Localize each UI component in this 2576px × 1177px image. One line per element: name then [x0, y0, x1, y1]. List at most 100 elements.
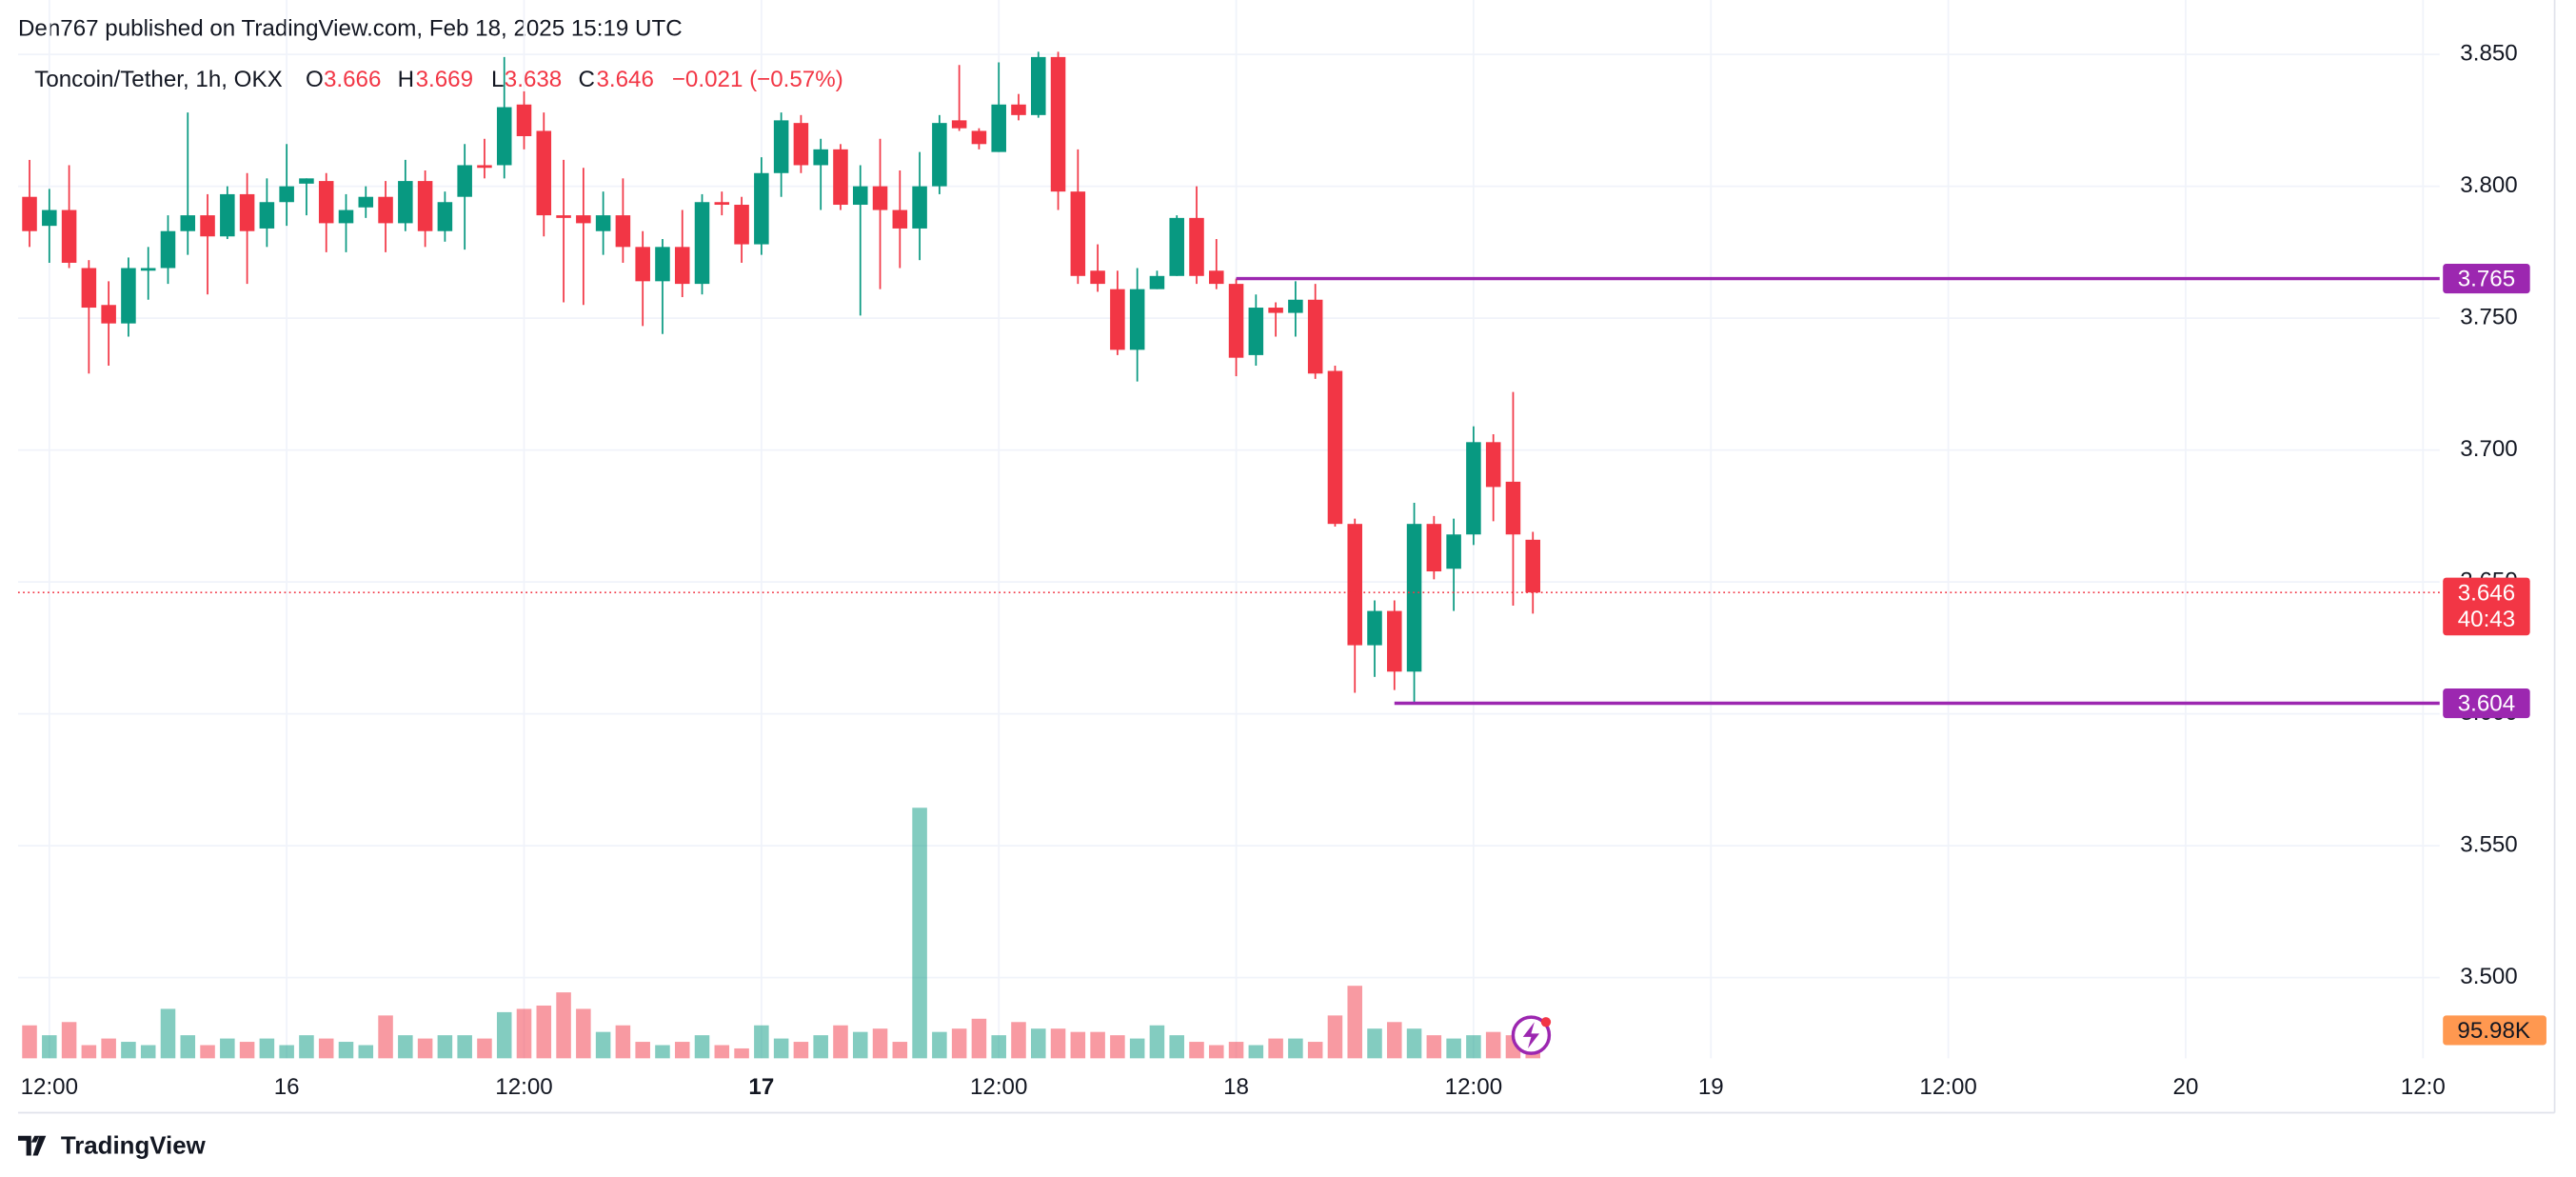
candle-body — [1169, 217, 1184, 276]
candle-body — [1209, 270, 1224, 285]
volume-bar — [991, 1035, 1006, 1059]
watermark-icon — [1511, 1015, 1552, 1055]
candle-body — [694, 202, 710, 285]
volume-label: 95.98K — [2457, 1018, 2530, 1044]
x-tick-label: 19 — [1698, 1074, 1724, 1100]
candle-body — [477, 165, 492, 169]
candle-body — [200, 215, 215, 237]
volume-bar — [536, 1005, 552, 1059]
legend-key: H — [398, 67, 414, 92]
x-tick-label: 12:00 — [21, 1074, 78, 1100]
volume-bar — [1406, 1028, 1422, 1059]
candle-body — [912, 186, 927, 229]
volume-bar — [773, 1038, 789, 1059]
candle-body — [259, 202, 275, 229]
candle-body — [852, 186, 868, 206]
candle-body — [437, 202, 453, 231]
candle-layer — [22, 51, 1541, 704]
label-layer: 12:00 16 12:00 17 12:00 18 12:00 19 12:00 20 12:0 3… — [21, 40, 2546, 1100]
volume-bar — [457, 1035, 472, 1059]
legend-key: C — [578, 67, 594, 92]
legend-change: −0.021 (−0.57%) — [672, 67, 843, 92]
x-tick-label: 12:00 — [970, 1074, 1027, 1100]
volume-bar — [279, 1045, 294, 1059]
candle-body — [1070, 191, 1086, 276]
candle-body — [1446, 534, 1461, 569]
candle-body — [576, 215, 591, 224]
candle-body — [180, 215, 196, 231]
volume-bar — [754, 1025, 769, 1059]
candle-body — [1189, 217, 1204, 276]
volume-bar — [299, 1035, 314, 1059]
y-tick-label: 3.750 — [2460, 304, 2517, 329]
volume-bar — [1169, 1035, 1184, 1059]
volume-bar — [1189, 1042, 1204, 1059]
candle-body — [160, 230, 176, 269]
volume-bar — [1070, 1031, 1086, 1059]
volume-bar — [1011, 1022, 1026, 1059]
candle-body — [1406, 524, 1422, 672]
candle-body — [932, 123, 947, 187]
volume-bar — [378, 1015, 393, 1059]
volume-bar — [1129, 1038, 1145, 1059]
volume-bar — [852, 1031, 868, 1059]
candle-body — [140, 268, 156, 271]
price-box-label: 3.604 — [2458, 691, 2515, 717]
volume-bar — [1209, 1045, 1224, 1059]
volume-bar — [971, 1018, 987, 1059]
candle-body — [536, 130, 552, 216]
volume-bar — [121, 1042, 136, 1059]
volume-bar — [674, 1042, 690, 1059]
candle-body — [556, 215, 571, 218]
candle-body — [1149, 275, 1165, 289]
candle-body — [358, 196, 374, 208]
volume-bar — [1327, 1015, 1343, 1059]
x-tick-label: 12:00 — [1445, 1074, 1502, 1100]
candle-body — [991, 104, 1006, 152]
volume-bar — [813, 1035, 828, 1059]
candle-body — [318, 181, 334, 224]
volume-bar — [239, 1042, 255, 1059]
volume-box — [2443, 1015, 2546, 1046]
candle-body — [121, 268, 136, 324]
volume-bar — [872, 1028, 888, 1059]
volume-bar — [635, 1042, 650, 1059]
grid-layer — [17, 0, 2440, 1059]
candle-body — [1327, 370, 1343, 525]
volume-bar — [1110, 1035, 1125, 1059]
volume-bar — [398, 1035, 413, 1059]
candle-body — [1426, 524, 1442, 572]
candle-body — [793, 123, 809, 166]
volume-bar — [140, 1045, 156, 1059]
volume-bar — [1446, 1038, 1461, 1059]
candle-body — [754, 172, 769, 245]
volume-bar — [1228, 1042, 1244, 1059]
y-tick-label: 3.850 — [2460, 40, 2517, 66]
candle-body — [417, 181, 433, 231]
candle-body — [773, 120, 789, 173]
y-tick-label: 3.500 — [2460, 964, 2517, 989]
x-tick-label: 17 — [748, 1074, 774, 1100]
candle-body — [1485, 442, 1501, 488]
volume-bar — [1149, 1025, 1165, 1059]
volume-bar — [576, 1008, 591, 1059]
volume-bar — [259, 1038, 275, 1059]
candle-body — [714, 202, 730, 206]
candle-body — [1367, 610, 1382, 646]
candle-body — [1031, 56, 1046, 115]
volume-bar — [595, 1031, 611, 1059]
volume-bar — [477, 1038, 492, 1059]
volume-bar — [516, 1008, 532, 1059]
candle-body — [734, 205, 749, 245]
price-box — [2443, 263, 2530, 294]
candle-body — [516, 104, 532, 136]
volume-bar — [714, 1045, 730, 1059]
candle-body — [1228, 284, 1244, 358]
price-box-label: 3.765 — [2458, 267, 2515, 292]
candle-body — [61, 209, 77, 263]
candle-body — [674, 247, 690, 285]
volume-bar — [951, 1028, 967, 1059]
legend: Toncoin/Tether, 1h, OKX O 3.666 H 3.669 L 3.6… — [34, 67, 843, 92]
countdown-label: 40:43 — [2458, 607, 2515, 632]
x-tick-label: 20 — [2173, 1074, 2199, 1100]
